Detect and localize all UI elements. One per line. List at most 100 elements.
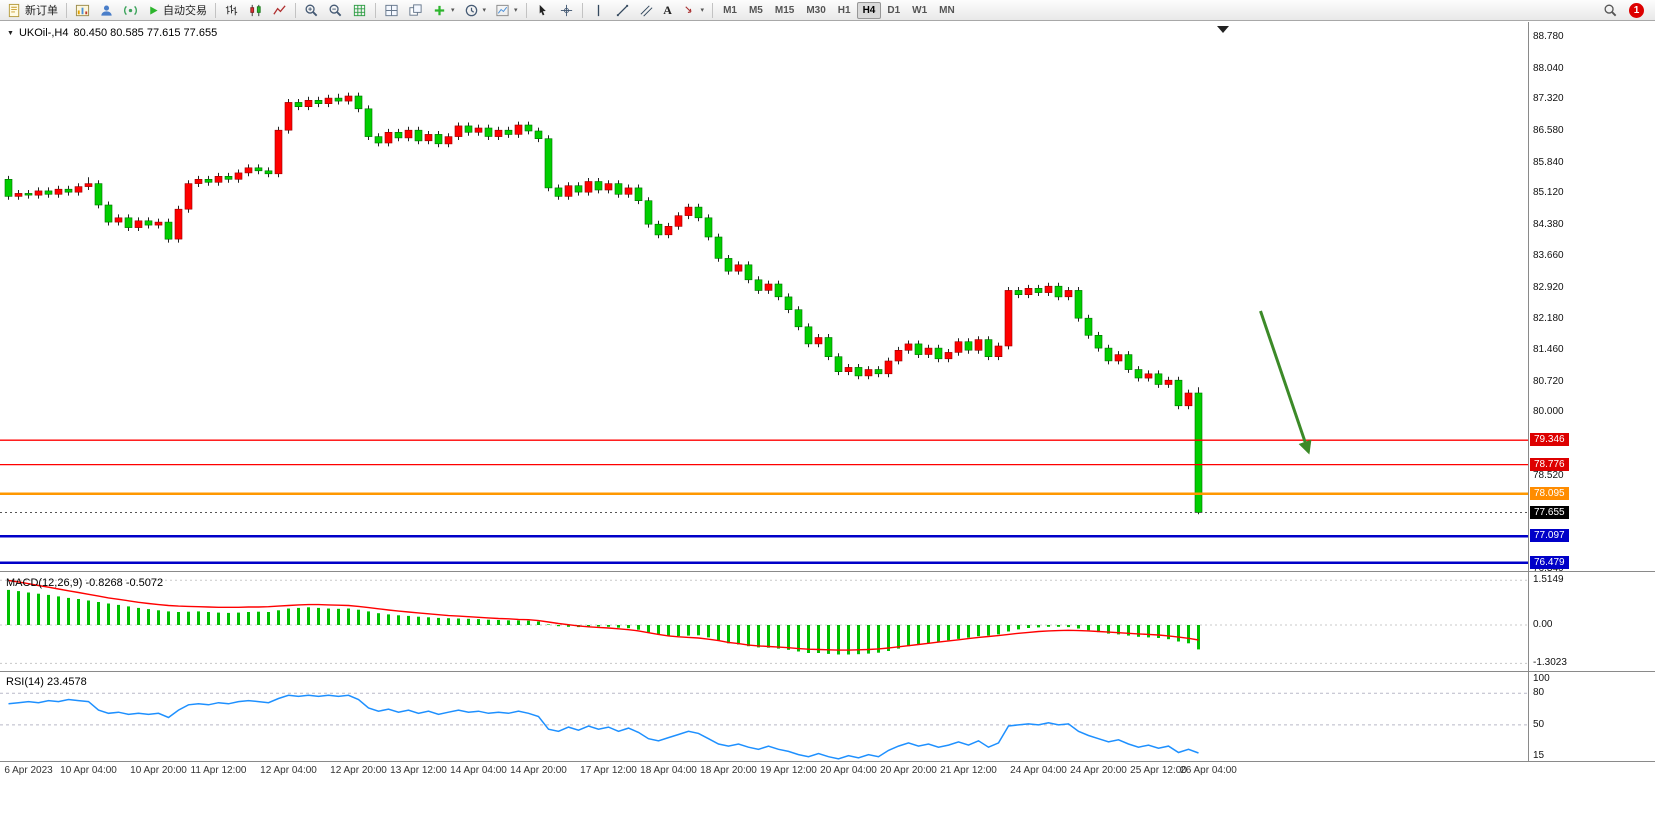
zoom-in-button[interactable] (300, 1, 323, 19)
timeframe-w1-button[interactable]: W1 (906, 2, 933, 19)
main-toolbar: 新订单 自动交易 (0, 0, 1655, 21)
broadcast-icon (124, 5, 137, 15)
templates-button[interactable]: ▾ (491, 1, 522, 19)
cursor-button[interactable] (531, 1, 554, 19)
arrows-tool-button[interactable]: ▾ (678, 1, 709, 19)
profiles-button[interactable] (95, 1, 118, 19)
tile-windows-button[interactable] (380, 1, 403, 19)
toolbar-separator (66, 2, 67, 18)
timeframe-m1-button[interactable]: M1 (717, 2, 743, 19)
time-tick-label: 14 Apr 04:00 (450, 765, 507, 776)
periods-button[interactable]: ▾ (460, 1, 491, 19)
rsi-label: RSI(14) 23.4578 (6, 676, 87, 688)
symbol-dropdown-icon[interactable]: ▼ (7, 29, 14, 37)
toolbar-separator (525, 2, 527, 18)
panel-separator[interactable] (0, 571, 1655, 572)
grid-icon (353, 4, 366, 16)
panel-separator (0, 761, 1655, 762)
broadcast-button[interactable] (119, 1, 142, 19)
add-indicator-button[interactable]: ▾ (428, 1, 459, 19)
price-tick-label: 80.000 (1533, 406, 1564, 418)
price-level-label: 76.479 (1530, 555, 1569, 569)
price-tick-label: 83.660 (1533, 249, 1564, 261)
line-chart-button[interactable] (268, 1, 291, 19)
rsi-line (8, 694, 1199, 760)
rsi-tick-label: 15 (1533, 750, 1545, 761)
time-tick-label: 19 Apr 12:00 (760, 765, 817, 776)
price-tick-label: 85.840 (1533, 156, 1564, 168)
channel-tool-button[interactable] (635, 1, 658, 19)
time-tick-label: 20 Apr 04:00 (820, 765, 877, 776)
zoom-in-icon (305, 4, 318, 16)
time-tick-label: 26 Apr 04:00 (1180, 765, 1237, 776)
time-tick-label: 13 Apr 12:00 (390, 765, 447, 776)
price-tick-label: 85.120 (1533, 187, 1564, 199)
price-tick-label: 82.920 (1533, 281, 1564, 293)
rsi-tick-label: 80 (1533, 687, 1545, 699)
price-level-label: 77.655 (1530, 505, 1569, 519)
timeframe-mn-button[interactable]: MN (933, 2, 961, 19)
timeframe-m5-button[interactable]: M5 (743, 2, 769, 19)
macd-tick-label: 0.00 (1533, 619, 1553, 630)
macd-axis: 1.5149 0.00 -1.3023 (1529, 572, 1655, 672)
cascade-windows-icon (409, 3, 422, 16)
main-price-chart[interactable] (0, 22, 1528, 572)
tile-windows-icon (385, 4, 398, 16)
chart-window-button[interactable] (71, 1, 94, 19)
axis-separator (1528, 22, 1529, 762)
clock-icon (465, 4, 477, 16)
grid-button[interactable] (348, 1, 371, 19)
timeframe-h1-button[interactable]: H1 (832, 2, 857, 19)
time-tick-label: 11 Apr 12:00 (190, 765, 247, 776)
new-order-label: 新订单 (25, 5, 58, 17)
macd-histogram (7, 589, 1200, 655)
chart-shift-marker[interactable] (1217, 26, 1229, 33)
timeframe-m15-button[interactable]: M15 (769, 2, 800, 19)
price-tick-label: 88.040 (1533, 62, 1564, 74)
search-button[interactable] (1599, 1, 1622, 19)
symbol-name: UKOil-,H4 (18, 27, 69, 39)
dropdown-caret-icon: ▾ (482, 7, 487, 14)
timeframe-toolbar: M1 M5 M15 M30 H1 H4 D1 W1 MN (717, 1, 961, 19)
toolbar-separator (375, 2, 376, 18)
trendline-icon (616, 4, 628, 16)
cursor-icon (539, 4, 546, 15)
toolbar-separator (712, 2, 714, 18)
candlestick-chart-button[interactable] (244, 1, 267, 19)
macd-indicator-panel[interactable] (0, 572, 1528, 672)
timeframe-m30-button[interactable]: M30 (800, 2, 831, 19)
crosshair-button[interactable] (555, 1, 578, 19)
notification-badge[interactable]: 1 (1629, 2, 1644, 18)
bar-chart-button[interactable] (220, 1, 243, 19)
arrow-annotation[interactable] (1259, 310, 1312, 455)
timeframe-h4-button[interactable]: H4 (856, 1, 882, 19)
price-tick-label: 84.380 (1533, 219, 1564, 231)
rsi-tick-label: 100 (1533, 673, 1550, 684)
cascade-windows-button[interactable] (404, 1, 427, 19)
dropdown-caret-icon: ▾ (700, 7, 705, 14)
ohlc-values: 80.450 80.585 77.615 77.655 (73, 27, 218, 39)
time-tick-label: 25 Apr 12:00 (1130, 765, 1187, 776)
price-tick-label: 81.460 (1533, 343, 1564, 355)
auto-trading-button[interactable]: 自动交易 (143, 1, 211, 19)
text-tool-button[interactable]: A (659, 1, 677, 19)
rsi-tick-label: 50 (1533, 718, 1545, 730)
price-tick-label: 80.720 (1533, 375, 1564, 387)
line-chart-icon (273, 4, 286, 15)
panel-separator[interactable] (0, 671, 1655, 672)
price-tick-label: 82.180 (1533, 313, 1564, 325)
time-tick-label: 10 Apr 04:00 (60, 765, 117, 776)
zoom-out-button[interactable] (324, 1, 347, 19)
price-tick-label: 78.520 (1533, 469, 1564, 481)
new-order-button[interactable]: 新订单 (3, 1, 62, 19)
text-tool-label: A (663, 2, 672, 17)
vertical-line-tool-button[interactable] (587, 1, 610, 19)
price-tick-label: 86.580 (1533, 125, 1564, 136)
trendline-tool-button[interactable] (611, 1, 634, 19)
time-tick-label: 12 Apr 04:00 (260, 765, 317, 776)
rsi-indicator-panel[interactable] (0, 672, 1528, 762)
time-tick-label: 14 Apr 20:00 (510, 765, 567, 776)
price-level-label: 78.095 (1530, 486, 1569, 500)
timeframe-d1-button[interactable]: D1 (881, 2, 906, 19)
profiles-icon (101, 5, 112, 16)
